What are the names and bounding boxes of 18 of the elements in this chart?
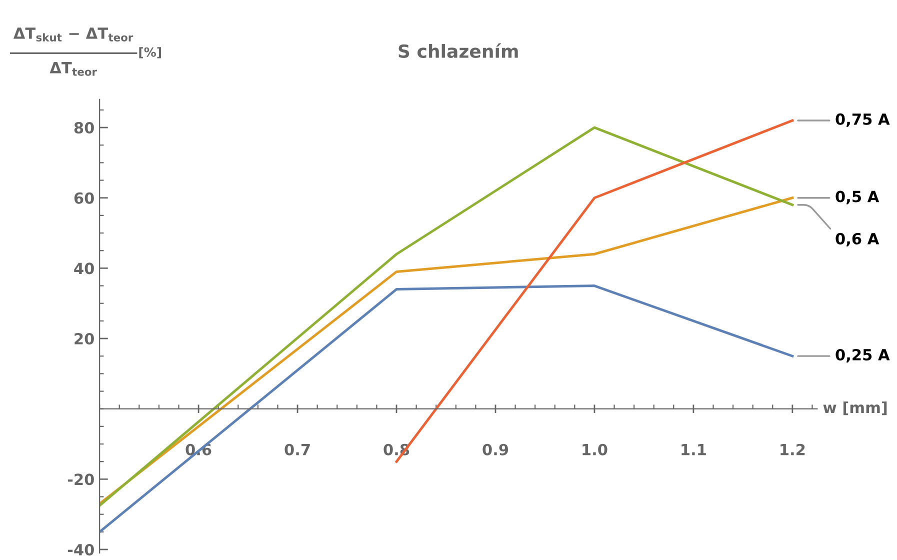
y-tick-label: 20 [74, 332, 94, 345]
x-tick-label: 1.1 [682, 444, 706, 456]
x-axis-title: w [mm] [823, 401, 887, 416]
x-tick-label: 0.9 [482, 444, 508, 456]
text: 0,6 A [836, 232, 880, 246]
chart-title: S chlazením [398, 43, 518, 58]
text: 0,5 A [836, 190, 880, 204]
y-tick-label: 80 [74, 122, 94, 134]
y-tick-label: 40 [74, 262, 94, 274]
y-tick-label: -20 [68, 474, 94, 486]
text: 0,25 A [836, 348, 890, 362]
y-tick-label: -40 [68, 544, 94, 556]
x-tick-label: 0.7 [284, 444, 310, 456]
x-tick-label: 1.0 [582, 444, 608, 456]
text: ΔT$_{skut}$ − ΔT$_{teor}$ ΔT$_{teor}$ [%] [13, 28, 162, 76]
y-tick-label: 60 [74, 192, 94, 204]
text: 0,75 A [836, 113, 890, 127]
x-tick-label: 1.2 [780, 444, 805, 456]
